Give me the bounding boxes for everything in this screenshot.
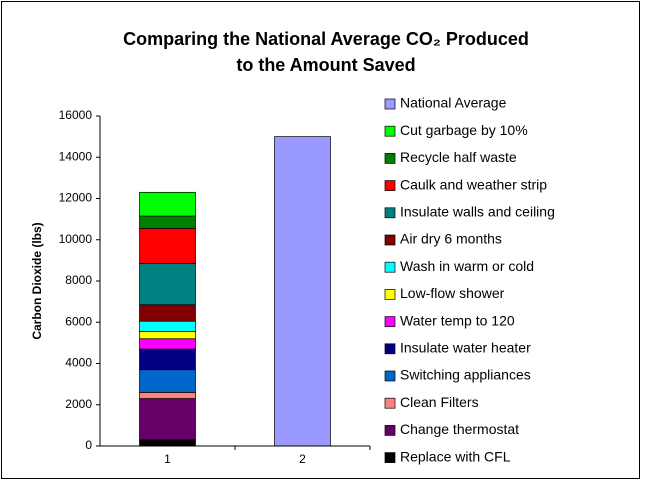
legend-label: Caulk and weather strip <box>400 176 547 192</box>
bar-segment <box>139 369 196 393</box>
legend-swatch <box>384 180 396 191</box>
y-tick-label: 4000 <box>65 356 92 370</box>
legend-label: National Average <box>400 95 507 111</box>
chart-title: Comparing the National Average CO₂ Produ… <box>123 29 529 49</box>
bar-segment <box>139 228 196 264</box>
y-tick-label: 6000 <box>65 314 92 328</box>
y-axis-label: Carbon Dioxide (lbs) <box>30 222 44 339</box>
legend-label: Recycle half waste <box>400 149 517 165</box>
bar-segment <box>139 392 196 399</box>
legend-swatch <box>384 397 396 409</box>
bar-segment <box>139 331 196 340</box>
legend-label: Clean Filters <box>400 394 479 410</box>
legend-label: Water temp to 120 <box>400 312 515 328</box>
legend-swatch <box>384 452 396 463</box>
legend-swatch <box>384 370 396 382</box>
legend-swatch <box>384 207 396 219</box>
bar-segment <box>139 191 196 217</box>
legend-swatch <box>384 289 396 300</box>
legend-swatch <box>384 98 396 110</box>
bar-segment <box>139 304 196 322</box>
bar-segment <box>139 398 196 441</box>
legend-swatch <box>384 153 396 164</box>
legend-label: Cut garbage by 10% <box>400 122 528 138</box>
legend-swatch <box>384 425 396 436</box>
x-tick-label: 2 <box>299 452 306 466</box>
x-tick-label: 1 <box>164 452 171 466</box>
bar-segment <box>274 136 331 447</box>
legend-label: Insulate water heater <box>400 340 531 356</box>
legend-label: Insulate walls and ceiling <box>400 204 555 220</box>
legend-label: Change thermostat <box>400 421 519 437</box>
legend-label: Low-flow shower <box>400 285 505 301</box>
bar-segment <box>139 263 196 306</box>
legend-swatch <box>384 316 396 327</box>
y-tick-label: 2000 <box>65 397 92 411</box>
y-tick-label: 12000 <box>59 191 93 205</box>
legend-swatch <box>384 234 396 246</box>
bar-segment <box>139 439 196 447</box>
legend-label: Switching appliances <box>400 367 531 383</box>
bar-segment <box>139 338 196 350</box>
y-tick-label: 16000 <box>59 108 93 122</box>
y-tick-label: 8000 <box>65 273 92 287</box>
chart-title: to the Amount Saved <box>236 55 415 75</box>
legend-label: Wash in warm or cold <box>400 258 534 274</box>
bar-segment <box>139 320 196 332</box>
legend-label: Air dry 6 months <box>400 231 502 247</box>
bar-segment <box>139 215 196 229</box>
legend-swatch <box>384 261 396 273</box>
legend-swatch <box>384 343 396 355</box>
legend-swatch <box>384 125 396 137</box>
y-tick-label: 14000 <box>59 149 93 163</box>
legend-label: Replace with CFL <box>400 448 511 464</box>
y-tick-label: 0 <box>85 438 92 452</box>
y-tick-label: 10000 <box>59 232 93 246</box>
bar-segment <box>139 348 196 371</box>
